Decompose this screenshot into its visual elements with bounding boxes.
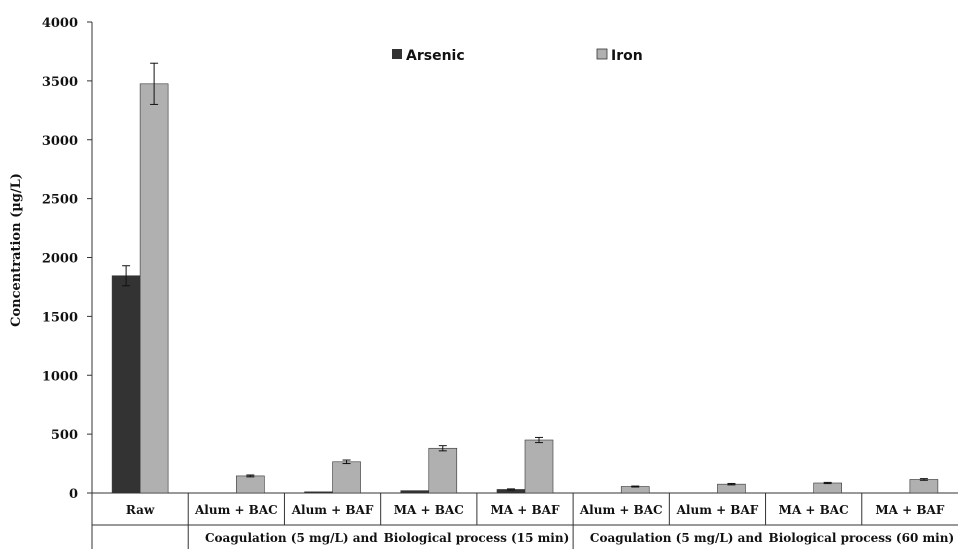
group-label-part1: Coagulation (5 mg/L) and xyxy=(205,531,378,545)
category-label: MA + BAC xyxy=(394,503,464,517)
legend-label-iron: Iron xyxy=(611,48,643,64)
group-label-part2: Biological process (60 min) xyxy=(769,531,955,545)
error-bar-iron-6 xyxy=(727,482,736,486)
y-tick-label: 500 xyxy=(51,428,78,443)
bar-iron-7 xyxy=(813,482,842,494)
bar-iron-4 xyxy=(524,439,554,494)
error-bar-iron-3 xyxy=(438,445,447,452)
category-label: MA + BAF xyxy=(491,503,560,517)
group-label-part1: Coagulation (5 mg/L) and xyxy=(590,531,763,545)
legend-label-arsenic: Arsenic xyxy=(406,48,465,64)
bar-iron-0 xyxy=(139,83,169,494)
category-label: MA + BAF xyxy=(875,503,944,517)
bar-arsenic-2 xyxy=(304,491,333,494)
y-tick-label: 1000 xyxy=(42,369,78,384)
bar-iron-6 xyxy=(717,483,746,494)
group-labels: Coagulation (5 mg/L) and Biological proce… xyxy=(205,531,954,545)
error-bar-iron-8 xyxy=(919,478,928,481)
error-bar-iron-5 xyxy=(631,485,640,488)
y-tick-label: 3000 xyxy=(42,134,78,149)
y-tick-label: 1500 xyxy=(42,310,78,325)
category-labels: Raw Alum + BAC Alum + BAF MA + BAC MA + BAF A… xyxy=(126,503,945,517)
bars xyxy=(111,83,939,494)
legend-swatch-arsenic xyxy=(392,49,402,59)
error-bar-iron-7 xyxy=(823,481,832,485)
group-label-part2: Biological process (15 min) xyxy=(384,531,570,545)
y-tick-label: 4000 xyxy=(42,16,78,31)
bar-iron-1 xyxy=(236,475,265,494)
error-bar-arsenic-4 xyxy=(507,488,515,491)
y-tick-label: 0 xyxy=(69,487,78,502)
error-bar-iron-1 xyxy=(246,474,255,478)
bar-iron-3 xyxy=(428,447,458,494)
category-label: Alum + BAC xyxy=(194,503,278,517)
y-axis-label: Concentration (µg/L) xyxy=(9,173,24,327)
y-tick-label: 2000 xyxy=(42,252,78,267)
legend-swatch-iron xyxy=(596,48,608,60)
bar-iron-2 xyxy=(332,461,361,494)
bar-iron-8 xyxy=(909,479,939,494)
bar-arsenic-3 xyxy=(400,490,430,494)
category-label: Alum + BAC xyxy=(579,503,663,517)
y-tick-label: 3500 xyxy=(42,75,78,90)
category-label: Alum + BAF xyxy=(676,503,759,517)
category-label: Alum + BAF xyxy=(291,503,374,517)
legend: Arsenic Iron xyxy=(392,48,643,64)
y-tick-label: 2500 xyxy=(42,193,78,208)
error-bar-iron-4 xyxy=(535,436,543,444)
error-bar-iron-0 xyxy=(150,62,159,105)
category-label: Raw xyxy=(126,503,155,517)
bar-iron-5 xyxy=(620,486,650,494)
error-bars xyxy=(122,62,928,491)
y-axis-ticks: 0 500 1000 1500 2000 2500 3000 3500 4000 xyxy=(42,16,92,502)
bar-arsenic-0 xyxy=(111,275,141,494)
error-bar-iron-2 xyxy=(342,459,351,465)
error-bar-arsenic-0 xyxy=(122,265,131,287)
category-label: MA + BAC xyxy=(779,503,849,517)
